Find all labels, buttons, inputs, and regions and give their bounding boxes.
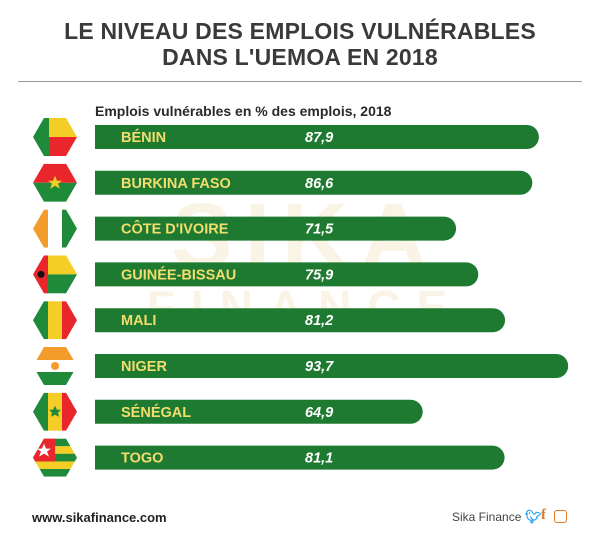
bar	[95, 170, 533, 195]
cote-divoire-flag-icon	[33, 209, 77, 248]
title-line1: LE NIVEAU DES EMPLOIS VULNÉRABLES	[64, 18, 536, 44]
value-label: 87,9	[305, 130, 333, 146]
category-label: BÉNIN	[121, 129, 166, 146]
category-label: MALI	[121, 313, 156, 329]
value-label: 81,1	[305, 451, 333, 467]
page-title: LE NIVEAU DES EMPLOIS VULNÉRABLES DANS L…	[0, 18, 600, 70]
mali-flag-icon	[33, 301, 77, 340]
brand-text: Sika Finance	[452, 510, 522, 524]
category-label: TOGO	[121, 451, 163, 467]
value-label: 64,9	[305, 405, 333, 421]
category-label: SÉNÉGAL	[121, 404, 191, 421]
website-text: www.sikafinance.com	[32, 510, 167, 525]
facebook-icon[interactable]: f	[541, 507, 546, 523]
value-label: 81,2	[305, 313, 333, 329]
niger-flag-icon	[33, 347, 77, 385]
benin-flag-icon	[33, 118, 77, 156]
twitter-icon[interactable]: 🐦︎	[525, 509, 542, 524]
category-label: BURKINA FASO	[121, 176, 231, 192]
bar	[95, 399, 423, 424]
category-label: NIGER	[121, 359, 167, 375]
title-divider	[18, 81, 582, 82]
senegal-flag-icon	[33, 392, 77, 431]
bar	[95, 125, 539, 149]
guinea-bissau-flag-icon	[33, 255, 77, 294]
category-label: GUINÉE-BISSAU	[121, 266, 236, 283]
togo-flag-icon	[33, 438, 77, 477]
bar	[95, 445, 505, 470]
burkina-faso-flag-icon	[33, 163, 77, 202]
instagram-icon[interactable]	[554, 510, 567, 523]
value-label: 71,5	[305, 222, 334, 238]
chart-subtitle: Emplois vulnérables en % des emplois, 20…	[95, 103, 392, 119]
value-label: 86,6	[305, 176, 334, 192]
value-label: 75,9	[305, 267, 333, 283]
bar	[95, 308, 506, 333]
value-label: 93,7	[305, 359, 334, 375]
bar	[95, 216, 457, 241]
category-label: CÔTE D'IVOIRE	[121, 220, 229, 238]
bar-chart: BÉNIN 87,9 BURKINA FASO 86,6 CÔTE D'IVOIRE 71…	[33, 118, 569, 477]
bar	[95, 354, 569, 378]
title-line2: DANS L'UEMOA EN 2018	[162, 44, 438, 70]
bar	[95, 262, 479, 287]
